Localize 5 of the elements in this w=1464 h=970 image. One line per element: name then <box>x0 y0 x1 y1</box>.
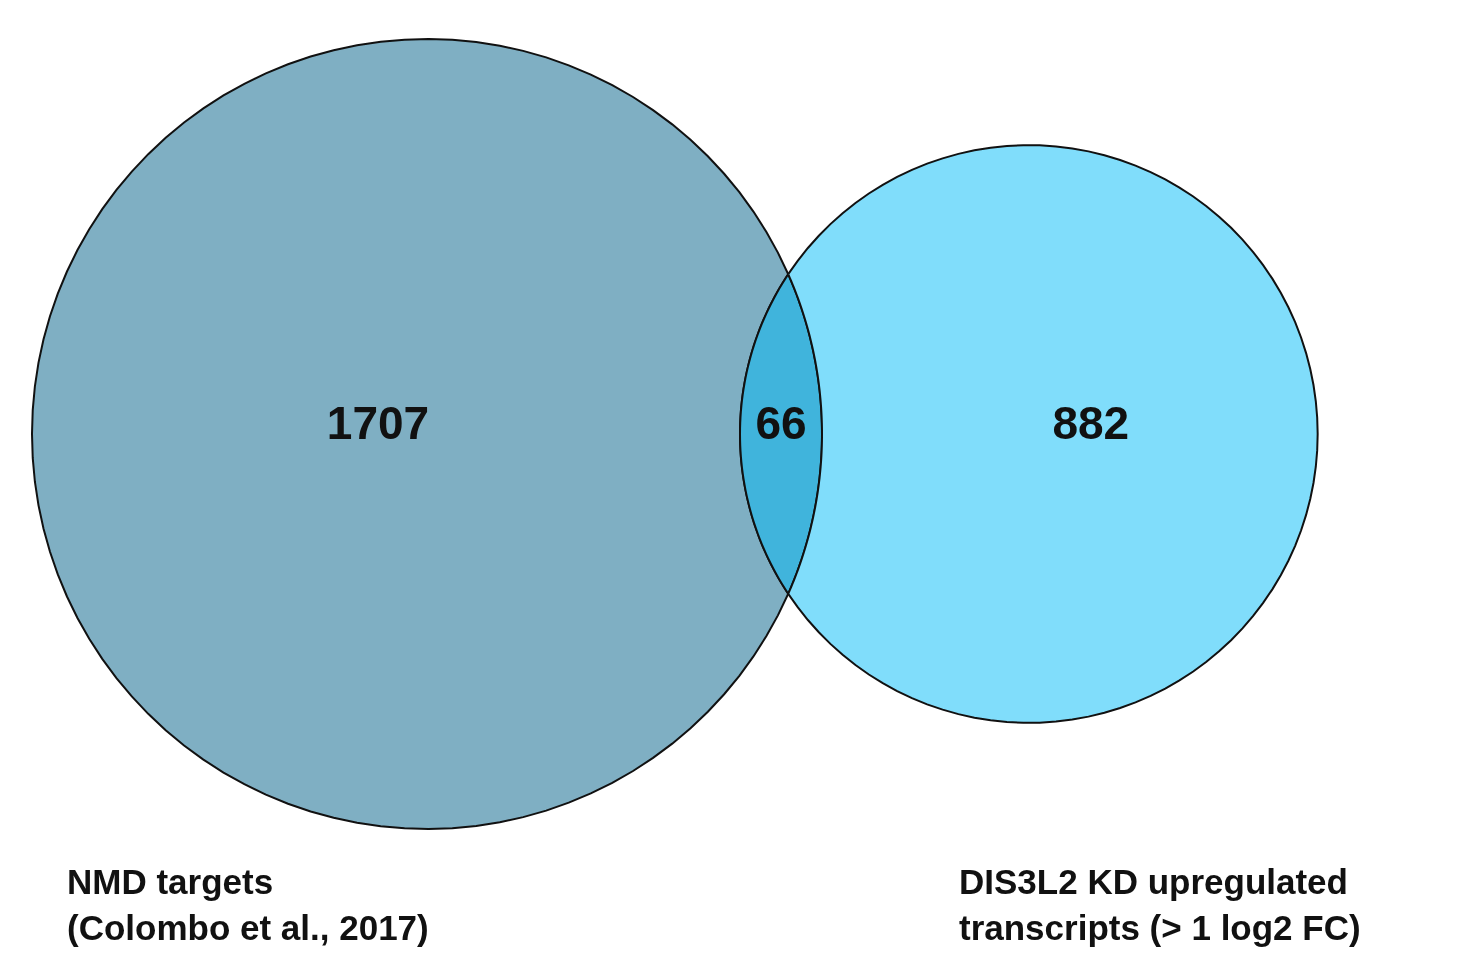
category-label: NMD targets (Colombo et al., 2017) <box>67 862 429 947</box>
data-label: 66 <box>755 396 807 449</box>
data-label: 1707 <box>326 396 430 449</box>
category-label: DIS3L2 KD upregulated transcripts (> 1 log2 FC) <box>959 862 1361 947</box>
data-label: 882 <box>1052 396 1130 449</box>
